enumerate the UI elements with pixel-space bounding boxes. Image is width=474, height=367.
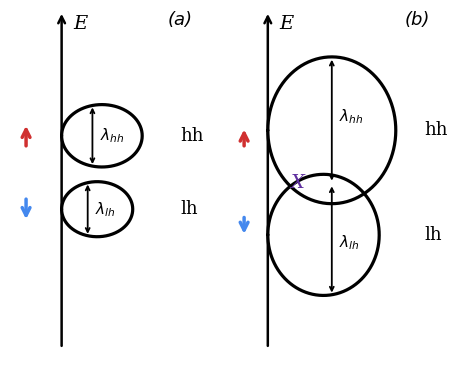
Text: E: E [280, 15, 294, 33]
Text: lh: lh [424, 226, 442, 244]
Text: (a): (a) [168, 11, 192, 29]
Text: hh: hh [424, 121, 448, 139]
Text: hh: hh [180, 127, 204, 145]
Text: $\lambda_{lh}$: $\lambda_{lh}$ [95, 200, 116, 218]
Text: lh: lh [180, 200, 198, 218]
Text: (b): (b) [404, 11, 430, 29]
Text: E: E [73, 15, 88, 33]
Text: $\lambda_{hh}$: $\lambda_{hh}$ [100, 127, 124, 145]
Text: X: X [291, 174, 305, 193]
Text: $\lambda_{hh}$: $\lambda_{hh}$ [339, 107, 364, 126]
Text: $\lambda_{lh}$: $\lambda_{lh}$ [339, 234, 360, 252]
